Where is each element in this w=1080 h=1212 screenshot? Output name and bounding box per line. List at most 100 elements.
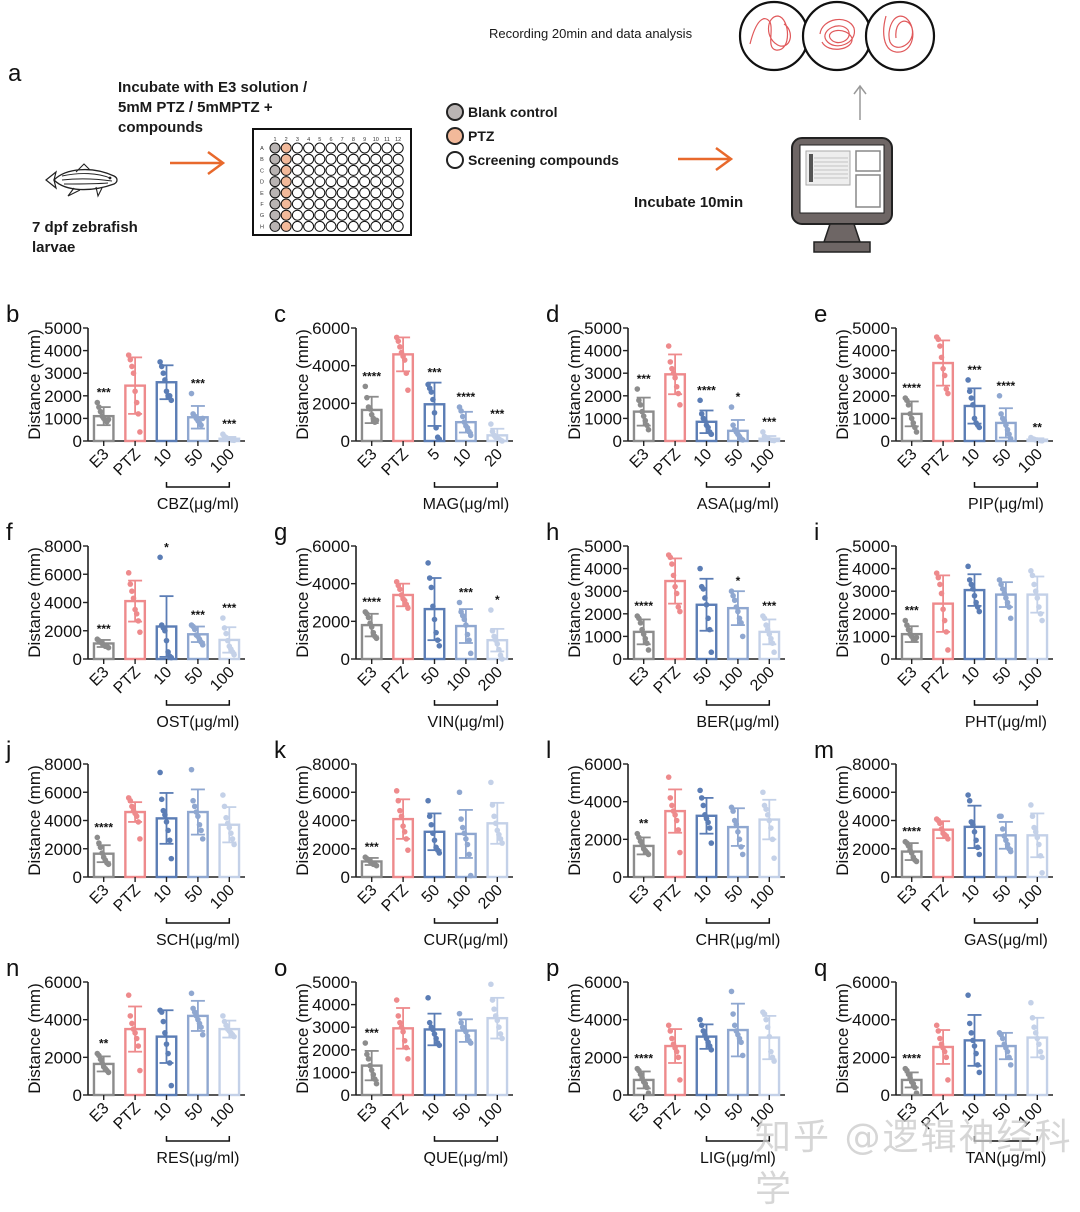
data-point: [761, 1011, 768, 1017]
data-point: [165, 1050, 171, 1057]
data-point: [970, 1037, 976, 1044]
drug-label: PHT(μg/ml): [965, 714, 1047, 731]
plate-well: [359, 176, 371, 188]
data-point: [645, 851, 652, 858]
data-point: [368, 1067, 375, 1073]
x-tick-label: 50: [722, 446, 747, 471]
data-point: [1007, 1062, 1014, 1068]
x-tick-label: E3: [627, 664, 653, 690]
data-point: [1039, 869, 1045, 876]
y-tick-label: 2000: [44, 840, 82, 859]
significance-label: ****: [634, 599, 653, 613]
panel-letter-d: d: [546, 301, 559, 328]
data-point: [728, 988, 735, 995]
x-tick-label: 100: [207, 446, 238, 477]
plate-well: [336, 176, 348, 188]
data-point: [489, 627, 496, 634]
y-tick-label: 2000: [312, 394, 350, 413]
plate-well: [291, 142, 303, 154]
data-point: [996, 393, 1003, 399]
y-tick-label: 0: [73, 650, 82, 669]
plate-well: [291, 176, 303, 188]
plate-well: [392, 198, 404, 210]
data-point: [904, 622, 910, 628]
drug-label: TAN(μg/ml): [965, 1150, 1046, 1167]
chart-panel-h: h Distance (mm) 0 1000 2000 3000 4000 5000 **** E…: [540, 516, 790, 736]
data-point: [191, 803, 198, 810]
y-tick-label: 6000: [852, 973, 890, 992]
y-tick-label: 0: [73, 868, 82, 887]
y-tick-label: 0: [613, 432, 622, 451]
data-point: [373, 635, 380, 642]
y-axis-label: Distance (mm): [293, 329, 312, 440]
data-point: [198, 1024, 204, 1030]
data-point: [467, 650, 474, 657]
data-point: [673, 383, 680, 390]
drug-label: RES(μg/ml): [156, 1150, 239, 1167]
data-point: [669, 561, 675, 567]
plate-well: [336, 220, 348, 232]
data-point: [105, 644, 112, 651]
plate-column-label: 6: [329, 137, 332, 143]
data-point: [1007, 615, 1014, 622]
data-point: [463, 1028, 469, 1035]
plate-well: [269, 187, 281, 199]
x-tick-label: 10: [959, 446, 984, 471]
dose-bracket: [433, 700, 499, 706]
y-tick-label: 4000: [584, 1011, 622, 1030]
significance-label: ***: [365, 1026, 379, 1040]
data-point: [905, 626, 912, 633]
significance-label: ****: [902, 825, 921, 839]
y-tick-label: 2000: [312, 612, 350, 631]
y-tick-label: 0: [881, 868, 890, 887]
data-point: [397, 586, 403, 593]
data-point: [637, 620, 644, 626]
x-tick-label: PTZ: [111, 882, 145, 916]
data-point: [1007, 848, 1014, 855]
dose-bracket: [433, 482, 499, 488]
y-axis-label: Distance (mm): [293, 765, 312, 876]
drug-label: SCH(μg/ml): [156, 932, 240, 949]
significance-label: ***: [191, 377, 205, 391]
dose-bracket: [165, 482, 231, 488]
data-point: [168, 397, 175, 404]
legend-swatch: [446, 103, 464, 121]
data-point: [645, 1090, 652, 1096]
y-axis-label: Distance (mm): [565, 983, 584, 1094]
data-point: [1028, 802, 1034, 808]
plate-well: [269, 176, 281, 188]
data-point: [702, 595, 708, 601]
plate-well: [336, 198, 348, 210]
data-point: [127, 1013, 134, 1019]
data-point: [466, 637, 472, 643]
data-point: [393, 788, 400, 794]
plate-well: [336, 164, 348, 176]
data-point: [220, 615, 226, 621]
data-point: [971, 829, 978, 835]
data-point: [428, 389, 435, 395]
data-point: [913, 1090, 920, 1096]
data-point: [425, 560, 431, 566]
x-tick-label: 50: [722, 882, 747, 907]
x-tick-label: 50: [691, 664, 716, 689]
data-point: [999, 1035, 1006, 1042]
data-point: [763, 1016, 769, 1023]
data-point: [196, 821, 203, 828]
data-point: [168, 1082, 175, 1089]
drug-label: BER(μg/ml): [696, 714, 779, 731]
significance-label: ***: [490, 407, 504, 421]
data-point: [362, 1040, 369, 1046]
data-point: [735, 608, 741, 615]
dose-bracket: [973, 700, 1039, 706]
x-tick-label: PTZ: [651, 446, 685, 480]
data-point: [739, 851, 746, 858]
x-tick-label: 10: [450, 446, 475, 471]
data-point: [706, 626, 713, 633]
data-point: [943, 386, 950, 392]
data-point: [665, 1022, 672, 1029]
data-point: [730, 1011, 736, 1017]
data-point: [223, 814, 229, 821]
plate-well: [280, 153, 292, 165]
significance-label: ***: [222, 417, 236, 431]
data-point: [1032, 1030, 1039, 1036]
